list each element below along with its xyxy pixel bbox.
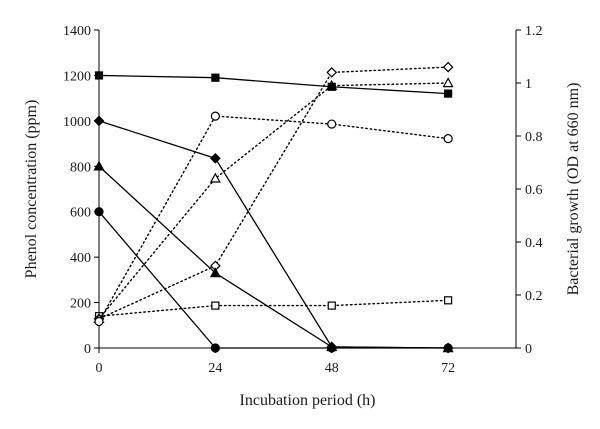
data-point-square [211,73,220,82]
data-point-circle [94,316,104,327]
data-point-circle [210,343,220,353]
data-point-square [444,296,453,305]
series-line [98,66,449,320]
x-tick-label: 72 [441,361,455,376]
data-point-circle [327,343,337,353]
series-layer [93,61,454,354]
series-line [98,165,449,349]
series-phenol-square [94,71,453,98]
data-point-triangle [93,160,105,171]
y2-tick-label: 0.2 [525,289,543,304]
y-tick-label: 600 [70,206,91,221]
data-point-square [211,301,220,310]
data-point-circle [210,111,220,121]
series-phenol-triangle [93,160,454,353]
series-growth-circle [94,111,453,327]
data-point-diamond [210,152,221,164]
data-point-triangle [209,267,221,278]
y2-tick-label: 0.6 [525,183,543,198]
data-point-square [94,71,104,80]
y2-axis-title: Bacterial growth (OD at 660 nm) [565,83,582,296]
x-tick-label: 48 [325,361,339,376]
y-axis-title: Phenol concentration (ppm) [23,100,40,279]
series-line [98,299,449,317]
x-axis-title: Incubation period (h) [240,392,376,409]
data-point-triangle [442,77,454,88]
x-tick-label: 0 [96,361,103,376]
y2-tick-label: 0.4 [525,236,543,251]
y-tick-label: 1200 [63,69,91,84]
data-point-circle [327,119,337,129]
data-point-circle [443,134,453,144]
y-tick-label: 1400 [63,24,91,39]
y2-tick-label: 0 [525,342,532,357]
data-point-square [444,89,453,98]
data-point-circle [94,207,104,217]
data-point-diamond [93,115,105,127]
series-growth-diamond [93,61,454,325]
y2-tick-label: 1.2 [525,24,543,39]
y-tick-label: 0 [84,342,91,357]
data-point-diamond [442,61,454,73]
series-phenol-circle [94,207,453,353]
data-point-circle [443,343,453,353]
x-tick-label: 24 [208,361,222,376]
y-tick-label: 200 [70,297,91,312]
y-tick-label: 400 [70,251,91,266]
series-line [98,115,449,323]
series-line [98,74,449,95]
data-point-triangle [209,172,221,183]
series-line [98,120,449,349]
series-line [98,82,449,320]
data-point-diamond [326,67,338,78]
axes-layer: 0 200 400 600 800 1000 1200 1400 0 0.2 0.4 0.6 0.8 1 1… [63,24,543,376]
y2-tick-label: 0.8 [525,130,543,145]
y-tick-label: 800 [70,160,91,175]
y-tick-label: 1000 [63,115,91,130]
data-point-square [327,301,336,310]
series-line [98,211,449,349]
series-growth-triangle [93,77,454,324]
y2-tick-label: 1 [525,77,532,92]
series-growth-square [94,296,453,321]
data-point-square [327,82,336,91]
